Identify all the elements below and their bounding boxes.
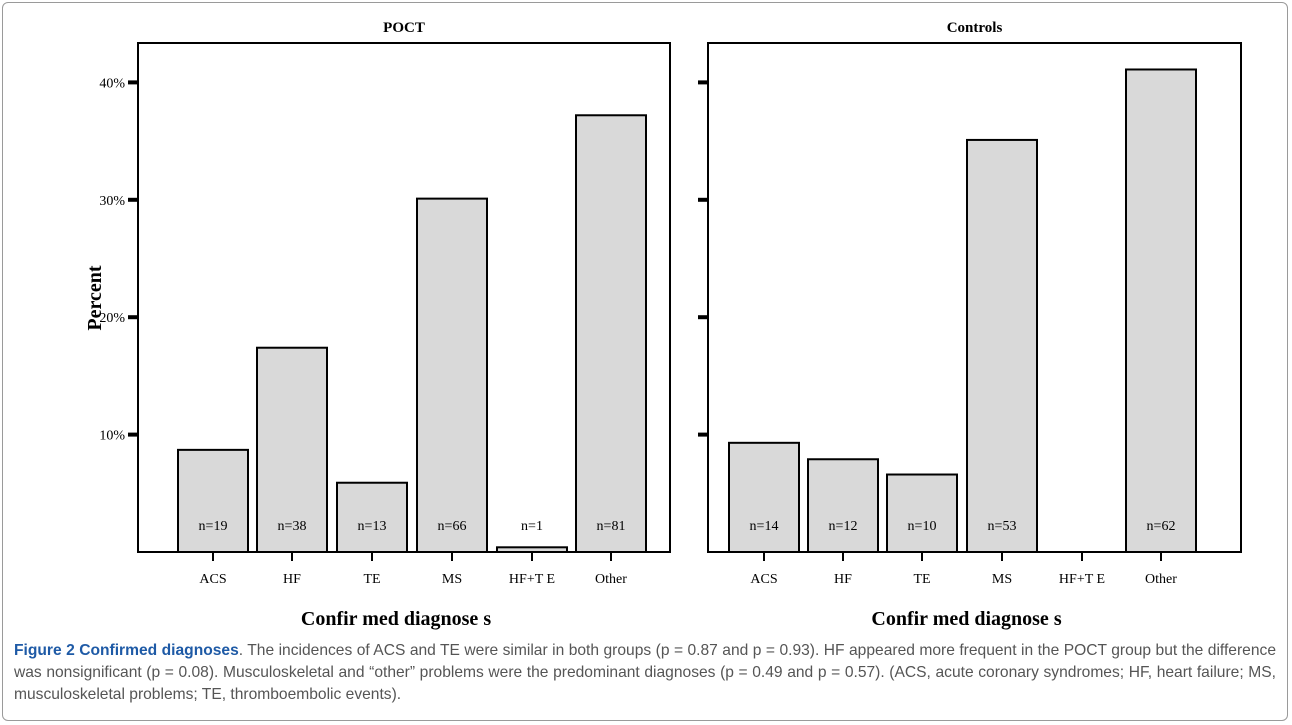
data-label-controls-0: n=14 xyxy=(750,519,779,534)
bar-controls-3 xyxy=(966,138,1038,553)
x-axis-title-poct: Confir med diagnose s xyxy=(301,608,491,630)
data-label-poct-4: n=1 xyxy=(521,519,543,534)
x-tick-label-controls-1: HF xyxy=(834,572,852,587)
x-tick-label-poct-3: MS xyxy=(442,572,462,587)
figure-caption: Figure 2 Confirmed diagnoses. The incide… xyxy=(14,640,1276,706)
bar-poct-4 xyxy=(496,546,568,554)
data-label-poct-5: n=81 xyxy=(597,519,626,534)
bar-controls-1 xyxy=(807,458,879,553)
data-label-controls-2: n=10 xyxy=(908,519,937,534)
caption-label: Figure 2 Confirmed diagnoses xyxy=(14,642,239,659)
panel-title-controls: Controls xyxy=(947,20,1003,36)
bar-poct-3 xyxy=(416,197,488,553)
y-tick-label-poct: 40% xyxy=(99,76,125,91)
bar-controls-5 xyxy=(1125,68,1197,554)
x-tick-label-controls-2: TE xyxy=(913,572,930,587)
x-tick-label-poct-1: HF xyxy=(283,572,301,587)
x-axis-title-controls: Confir med diagnose s xyxy=(871,608,1061,630)
x-tick-label-controls-0: ACS xyxy=(750,572,777,587)
y-tick-label-poct: 20% xyxy=(99,311,125,326)
data-label-controls-3: n=53 xyxy=(988,519,1017,534)
bar-controls-0 xyxy=(728,441,800,553)
x-tick-label-controls-4: HF+T E xyxy=(1059,572,1105,587)
data-label-poct-0: n=19 xyxy=(199,519,228,534)
data-label-poct-3: n=66 xyxy=(438,519,467,534)
bar-poct-0 xyxy=(177,448,249,553)
x-tick-label-poct-4: HF+T E xyxy=(509,572,555,587)
panel-title-poct: POCT xyxy=(383,20,425,36)
data-label-poct-2: n=13 xyxy=(358,519,387,534)
x-tick-label-poct-2: TE xyxy=(363,572,380,587)
data-label-controls-1: n=12 xyxy=(829,519,858,534)
bar-poct-2 xyxy=(336,481,408,554)
figure-charts: POCT 10% 20% 30% 40% n=19 ACS n=38 HF n=13 TE n=66 M… xyxy=(84,20,1242,630)
x-tick-label-poct-5: Other xyxy=(595,572,627,587)
bar-controls-2 xyxy=(886,473,958,553)
caption-text: . The incidences of ACS and TE were simi… xyxy=(14,642,1276,703)
data-label-controls-5: n=62 xyxy=(1147,519,1176,534)
y-axis-title-poct: Percent xyxy=(84,265,106,330)
data-label-poct-1: n=38 xyxy=(278,519,307,534)
y-tick-label-poct: 30% xyxy=(99,194,125,209)
x-tick-label-controls-3: MS xyxy=(992,572,1012,587)
x-tick-label-poct-0: ACS xyxy=(199,572,226,587)
y-tick-label-poct: 10% xyxy=(99,429,125,444)
bar-poct-5 xyxy=(575,114,647,553)
x-tick-label-controls-5: Other xyxy=(1145,572,1177,587)
